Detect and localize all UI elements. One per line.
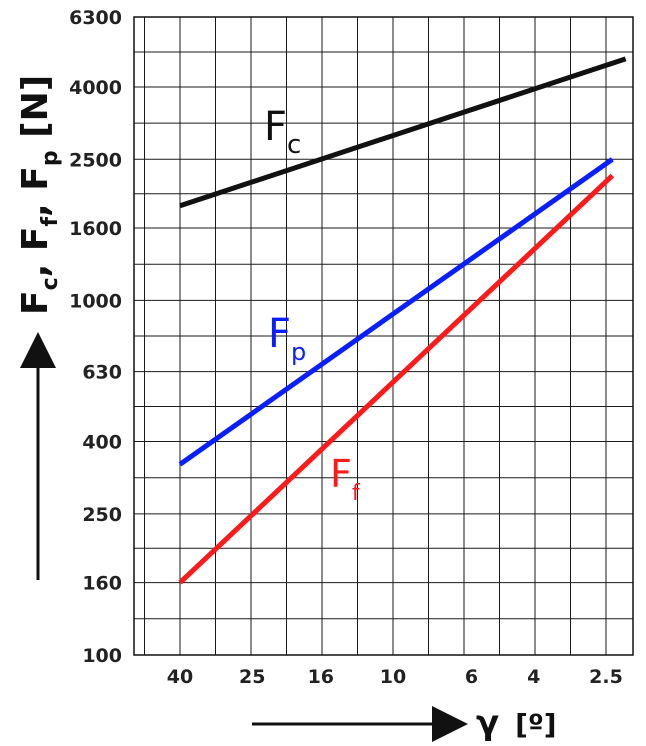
x-tick-label: 10 [380,666,406,688]
x-tick-labels: 40 25 16 10 6 4 2.5 [167,666,623,688]
y-axis-label: Fc, Ff, Fp [N] [15,75,63,315]
series-label-ff: Ff [330,452,361,506]
x-tick-label: 6 [465,666,478,688]
y-tick-label: 4000 [69,77,122,99]
y-tick-label: 2500 [69,149,122,171]
series-label-fp: Fp [268,311,306,366]
series-line-fc [179,56,627,209]
series-labels: Fc Fp Ff [264,104,361,506]
x-tick-label: 40 [167,666,193,688]
y-tick-label: 630 [82,362,122,384]
y-tick-label: 6300 [69,7,122,29]
x-axis-label: γ [º] [476,703,557,743]
x-tick-label: 2.5 [589,666,623,688]
x-tick-label: 4 [527,666,540,688]
series-line-ff [178,173,615,585]
x-tick-label: 16 [308,666,334,688]
y-tick-label: 250 [82,504,122,526]
plot-frame [133,16,634,656]
y-tick-labels: 100 160 250 400 630 1000 1600 2500 4000 6300 [69,7,122,667]
grid [133,16,634,656]
y-tick-label: 100 [82,645,122,667]
y-tick-label: 400 [82,432,122,454]
y-tick-label: 1600 [69,218,122,240]
y-tick-label: 160 [82,573,122,595]
axis-labels: Fc, Ff, Fp [N] γ [º] [15,75,557,743]
series-label-fc: Fc [264,104,301,160]
series-line-fp [178,157,614,467]
x-tick-label: 25 [239,666,265,688]
y-tick-label: 1000 [69,290,122,312]
series-lines [178,56,627,585]
